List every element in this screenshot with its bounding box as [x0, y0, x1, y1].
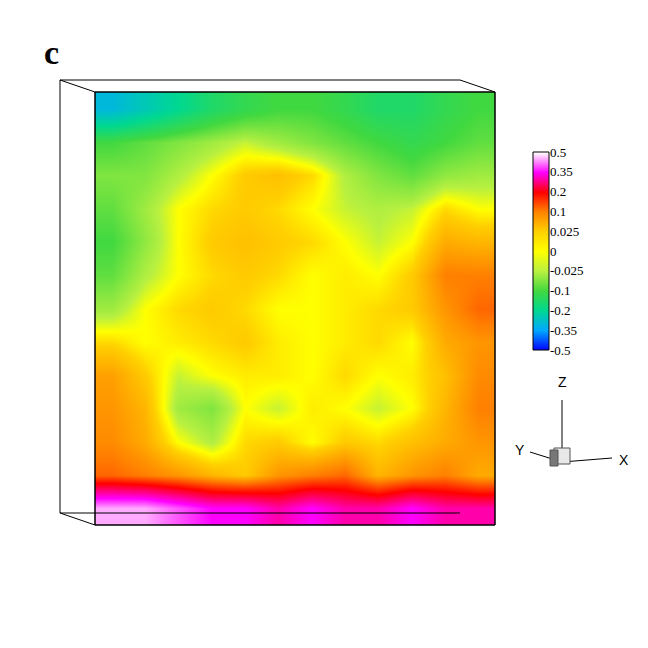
svg-text:c: c: [44, 34, 59, 71]
svg-text:Y: Y: [515, 442, 525, 458]
svg-text:0.1: 0.1: [550, 204, 566, 219]
svg-text:X: X: [619, 452, 629, 468]
svg-text:Z: Z: [558, 374, 567, 390]
svg-text:0.025: 0.025: [550, 224, 579, 239]
svg-text:-0.5: -0.5: [550, 343, 571, 358]
svg-text:0.2: 0.2: [550, 184, 566, 199]
svg-text:0.5: 0.5: [550, 145, 566, 160]
svg-text:-0.35: -0.35: [550, 323, 577, 338]
svg-text:0: 0: [550, 244, 557, 259]
svg-text:-0.025: -0.025: [550, 263, 584, 278]
svg-text:-0.1: -0.1: [550, 283, 571, 298]
svg-text:0.35: 0.35: [550, 164, 573, 179]
svg-text:-0.2: -0.2: [550, 303, 571, 318]
